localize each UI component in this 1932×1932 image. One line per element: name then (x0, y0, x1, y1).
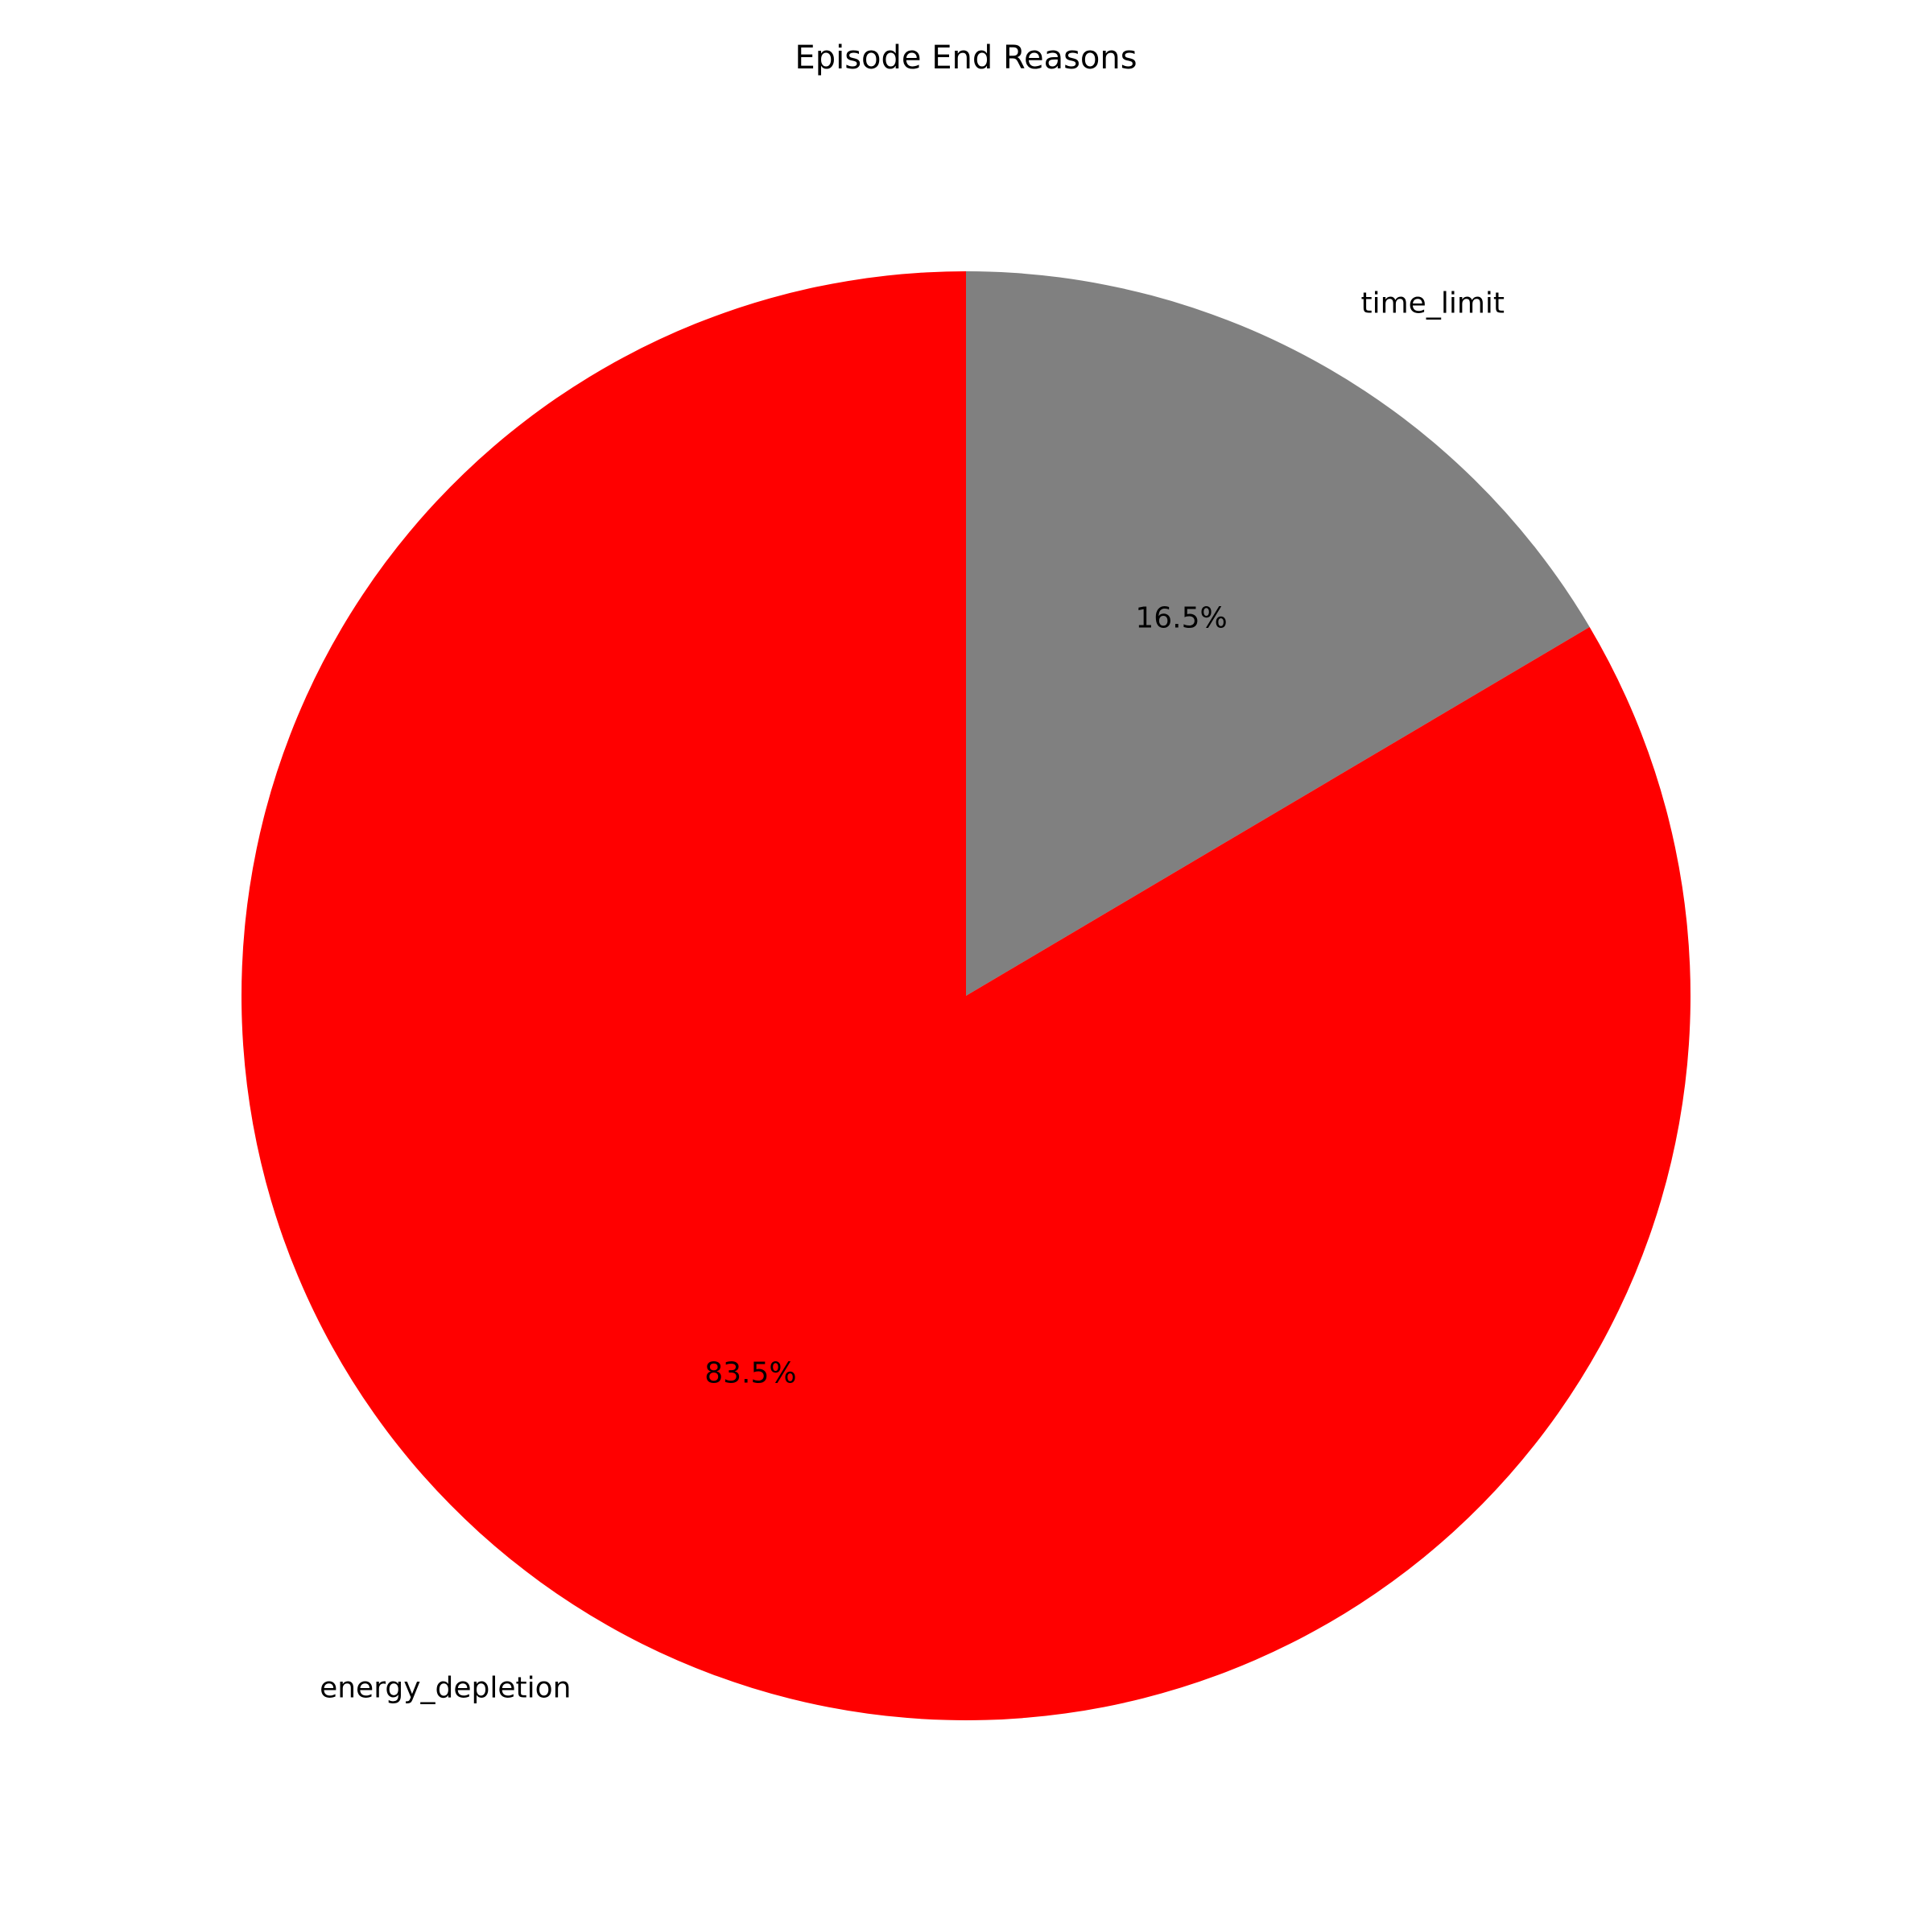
pct-label-energy-depletion: 83.5% (704, 1357, 796, 1390)
pie-slices (241, 271, 1691, 1720)
pie-slice-energy-depletion (241, 271, 1691, 1720)
slice-label-energy-depletion: energy_depletion (320, 1671, 571, 1704)
chart-title: Episode End Reasons (795, 39, 1137, 76)
pct-label-time-limit: 16.5% (1135, 601, 1227, 634)
pie-slice-time-limit (966, 271, 1590, 996)
pie-labels: 16.5% time_limit 83.5% energy_depletion (320, 287, 1505, 1705)
slice-label-time-limit: time_limit (1361, 287, 1505, 320)
